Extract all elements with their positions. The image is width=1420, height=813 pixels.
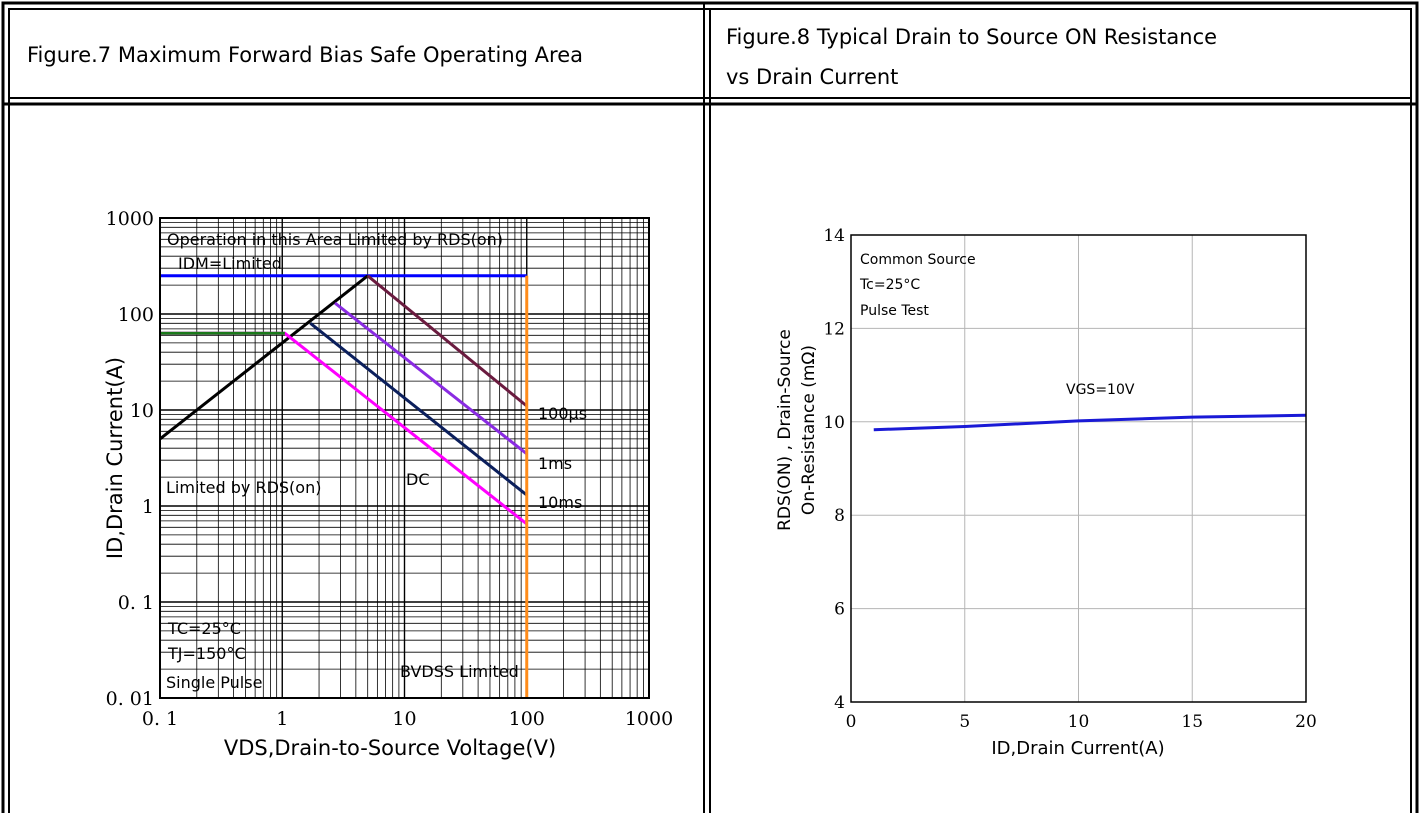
figure8-title-line1: Figure.8 Typical Drain to Source ON Resi… — [726, 25, 1218, 49]
soa-series-limited-by-rds-on-line — [159, 274, 369, 441]
rds-annotation-tc: Tc=25°C — [859, 277, 920, 293]
soa-x-tick-label: 1000 — [625, 708, 673, 730]
soa-x-tick-label: 1 — [276, 708, 288, 730]
rds-lines — [873, 413, 1307, 432]
rds-x-axis-label: ID,Drain Current(A) — [991, 738, 1164, 759]
soa-y-tick-label: 0. 1 — [118, 592, 154, 614]
soa-series-100-s-line — [366, 274, 528, 408]
soa-annotation-operation: Operation in this Area Limited by RDS(on… — [167, 230, 503, 249]
rds-x-tick-label: 20 — [1295, 712, 1317, 732]
soa-plot-frame — [159, 217, 650, 699]
soa-y-tick-label: 0. 01 — [106, 688, 154, 710]
rds-y-tick-label: 12 — [823, 319, 845, 339]
soa-annotation-dc: DC — [406, 470, 430, 489]
soa-annotation-10ms: 10ms — [538, 493, 582, 512]
soa-y-tick-label: 1 — [142, 496, 154, 518]
rds-y-axis-label-line1: RDS(ON) , Drain-Source — [775, 329, 795, 531]
rds-x-tick-label: 10 — [1068, 712, 1090, 732]
soa-annotation-tj: TJ=150°C — [167, 644, 246, 663]
rds-tick-labels: 0 5 10 15 20 4 6 8 10 12 14 — [823, 226, 1316, 732]
rds-x-tick-label: 15 — [1181, 712, 1203, 732]
soa-grid — [159, 218, 649, 699]
rds-y-axis-label-line2: On-Resistance (mΩ) — [799, 345, 819, 515]
rds-annotation-vgs: VGS=10V — [1066, 382, 1135, 398]
rds-y-tick-label: 10 — [823, 413, 845, 433]
rds-series-vgs-10v-line — [873, 413, 1307, 432]
rds-y-tick-label: 6 — [834, 600, 845, 620]
rds-y-tick-label: 14 — [823, 226, 845, 246]
rds-plot-frame — [850, 234, 1307, 703]
soa-series-1ms-line — [334, 301, 528, 455]
soa-annotation-1ms: 1ms — [538, 454, 572, 473]
soa-annotation-100us: 100μs — [538, 404, 587, 423]
soa-lines — [159, 274, 529, 698]
soa-series-10ms-line — [309, 322, 528, 497]
rds-x-tick-label: 5 — [959, 712, 970, 732]
soa-x-tick-label: 0. 1 — [142, 708, 178, 730]
figure7-title: Figure.7 Maximum Forward Bias Safe Opera… — [27, 43, 584, 67]
soa-annotation-single: Single Pulse — [166, 673, 262, 692]
rds-x-tick-label: 0 — [846, 712, 857, 732]
soa-annotation-bvdss: BVDSS Limited — [400, 662, 519, 681]
soa-annotation-tc: TC=25°C — [167, 619, 241, 638]
soa-x-tick-label: 100 — [509, 708, 545, 730]
soa-y-tick-label: 10 — [130, 400, 154, 422]
soa-x-axis-label: VDS,Drain-to-Source Voltage(V) — [224, 736, 556, 760]
rds-y-tick-label: 4 — [834, 693, 845, 713]
rds-annotation-pulse: Pulse Test — [860, 303, 929, 319]
figure8-title-line2: vs Drain Current — [726, 65, 899, 89]
soa-annotation-idm: IDM=Limited — [178, 254, 282, 273]
soa-y-tick-label: 1000 — [106, 208, 154, 230]
rds-y-tick-label: 8 — [834, 506, 845, 526]
soa-y-axis-label: ID,Drain Current(A) — [103, 357, 127, 559]
soa-x-tick-label: 10 — [392, 708, 416, 730]
soa-y-tick-label: 100 — [118, 304, 154, 326]
soa-annotation-limited-rds: Limited by RDS(on) — [166, 478, 321, 497]
rds-annotation-common: Common Source — [860, 252, 976, 268]
